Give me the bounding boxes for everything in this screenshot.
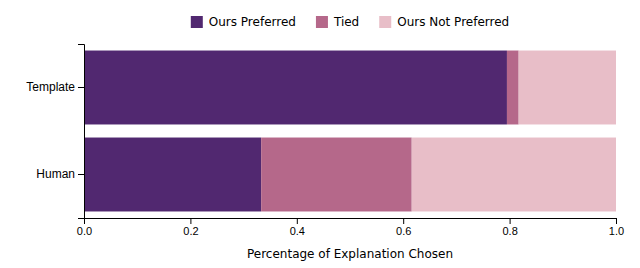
tick-mark — [297, 218, 298, 224]
legend-swatch — [191, 16, 203, 28]
tick: 0.8 — [502, 218, 517, 237]
series — [412, 51, 616, 212]
bars — [84, 51, 616, 212]
legend: Ours Preferred Tied Ours Not Preferred — [191, 15, 509, 29]
tick: 0.0 — [77, 218, 92, 237]
bar — [84, 138, 261, 212]
legend-item: Ours Preferred — [191, 15, 296, 29]
tick-label: 0.4 — [290, 225, 305, 237]
tick-label: 0.6 — [396, 225, 411, 237]
value-axis: 0.0 0.2 0.4 0.6 0.8 1.0 — [77, 218, 624, 237]
bar — [84, 51, 507, 125]
legend-label: Ours Not Preferred — [397, 15, 509, 29]
plot: 0.0 0.2 0.4 0.6 0.8 1.0 Template Human — [26, 45, 624, 237]
legend-item: Ours Not Preferred — [379, 15, 509, 29]
tick-label: 0.0 — [77, 225, 92, 237]
bar — [261, 138, 412, 212]
legend-label: Tied — [333, 15, 359, 29]
tick-label: 0.2 — [183, 225, 198, 237]
tick-mark — [78, 87, 84, 88]
legend-swatch — [316, 16, 328, 28]
tick: Template — [26, 80, 84, 94]
tick-mark — [616, 218, 617, 224]
tick: 0.4 — [290, 218, 305, 237]
tick-label: 0.8 — [502, 225, 517, 237]
legend-item: Tied — [316, 15, 359, 29]
tick-mark — [510, 218, 511, 224]
tick-label: Human — [36, 167, 75, 181]
category-axis: Template Human — [26, 45, 84, 219]
tick-mark — [403, 218, 404, 224]
axis-title: Percentage of Explanation Chosen — [247, 247, 453, 261]
tick-label: Template — [26, 80, 75, 94]
legend-swatch — [379, 16, 391, 28]
tick: Human — [36, 167, 84, 181]
axis-line — [78, 45, 85, 219]
tick-label: 1.0 — [609, 225, 624, 237]
tick: 1.0 — [609, 218, 624, 237]
tick-mark — [190, 218, 191, 224]
bar — [412, 138, 616, 212]
tick-mark — [78, 174, 84, 175]
bar — [519, 51, 616, 125]
chart: 0.0 0.2 0.4 0.6 0.8 1.0 Template Human Percentag… — [0, 0, 640, 268]
legend-label: Ours Preferred — [209, 15, 296, 29]
tick: 0.2 — [183, 218, 198, 237]
bar — [507, 51, 519, 125]
tick: 0.6 — [396, 218, 411, 237]
axis-line — [85, 219, 617, 225]
